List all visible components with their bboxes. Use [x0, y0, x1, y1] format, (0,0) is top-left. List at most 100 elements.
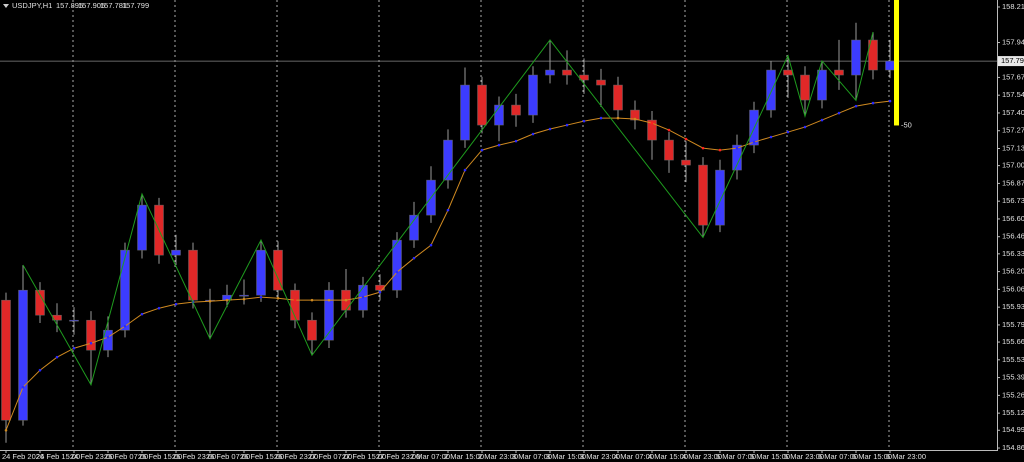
moving-average-point: [582, 119, 586, 123]
candle-body: [188, 249, 198, 301]
candle-body: [851, 39, 861, 76]
candle-body: [460, 84, 470, 141]
moving-average-point: [276, 296, 280, 300]
x-tick-label: 27 Feb 15:00: [342, 452, 386, 461]
candle-body: [103, 329, 113, 351]
moving-average-point: [327, 298, 331, 302]
candle-body: [834, 69, 844, 76]
moving-average-point: [531, 132, 535, 136]
candle-body: [137, 204, 147, 251]
candle-body: [698, 164, 708, 226]
moving-average-point: [633, 117, 637, 121]
y-tick-label: 157.270: [1002, 126, 1024, 135]
x-tick-label: 6 Mar 07:00: [818, 452, 858, 461]
moving-average-point: [361, 295, 365, 299]
bid-label: 157.799: [1001, 56, 1024, 65]
y-tick-label: 156.600: [1002, 214, 1024, 223]
y-tick-label: 155.260: [1002, 390, 1024, 399]
moving-average-point: [89, 341, 93, 345]
x-tick-label: 5 Mar 15:00: [750, 452, 790, 461]
candle-body: [477, 84, 487, 126]
candle-body: [324, 289, 334, 341]
y-tick-label: 156.065: [1002, 284, 1024, 293]
moving-average-point: [140, 312, 144, 316]
moving-average-point: [888, 99, 892, 103]
moving-average-point: [225, 298, 229, 302]
moving-average-point: [514, 139, 518, 143]
moving-average-point: [820, 118, 824, 122]
candle-body: [868, 39, 878, 71]
moving-average-point: [123, 324, 127, 328]
x-tick-label: 3 Mar 23:00: [580, 452, 620, 461]
moving-average-point: [837, 111, 841, 115]
moving-average-point: [395, 270, 399, 274]
candle-body: [18, 289, 28, 421]
moving-average-point: [548, 127, 552, 131]
collapse-icon[interactable]: [3, 4, 9, 8]
y-tick-label: 156.870: [1002, 178, 1024, 187]
candle-body: [681, 159, 691, 166]
candle-body: [443, 139, 453, 181]
y-tick-label: 156.465: [1002, 232, 1024, 241]
candle-body: [239, 294, 249, 297]
candle-body: [664, 139, 674, 161]
moving-average-point: [344, 298, 348, 302]
moving-average-point: [854, 104, 858, 108]
moving-average-point: [106, 335, 110, 339]
symbol: USDJPY,H1: [12, 1, 52, 10]
candle-body: [783, 69, 793, 76]
y-tick-label: 155.530: [1002, 355, 1024, 364]
y-tick-label: 155.795: [1002, 320, 1024, 329]
moving-average-point: [735, 146, 739, 150]
x-tick-label: 24 Feb 15:00: [36, 452, 80, 461]
y-tick-label: 155.395: [1002, 373, 1024, 382]
moving-average-point: [429, 243, 433, 247]
x-tick-label: 5 Mar 07:00: [716, 452, 756, 461]
candle-body: [273, 249, 283, 291]
candle-body: [766, 69, 776, 111]
moving-average-point: [497, 143, 501, 147]
x-tick-label: 3 Mar 15:00: [546, 452, 586, 461]
x-tick-label: 2 Mar 15:00: [444, 452, 484, 461]
x-tick-label: 6 Mar 23:00: [886, 452, 926, 461]
moving-average-point: [667, 128, 671, 132]
ohlc-value: 157.905: [78, 1, 105, 10]
candle-body: [120, 249, 130, 331]
moving-average-point: [616, 116, 620, 120]
y-tick-label: 157.540: [1002, 90, 1024, 99]
moving-average-point: [752, 140, 756, 144]
x-tick-label: 26 Feb 15:00: [240, 452, 284, 461]
y-tick-label: 155.125: [1002, 408, 1024, 417]
x-tick-label: 24 Feb 23:00: [70, 452, 114, 461]
marker-label: -50: [901, 120, 912, 129]
x-tick-label: 27 Feb 23:00: [376, 452, 420, 461]
moving-average-point: [871, 101, 875, 105]
candle-body: [545, 69, 555, 76]
y-tick-label: 156.735: [1002, 196, 1024, 205]
moving-average-point: [174, 302, 178, 306]
moving-average-point: [259, 295, 263, 299]
moving-average-point: [242, 297, 246, 301]
y-tick-label: 156.200: [1002, 267, 1024, 276]
x-tick-label: 2 Mar 23:00: [478, 452, 518, 461]
moving-average-point: [701, 146, 705, 150]
y-tick-label: 157.405: [1002, 108, 1024, 117]
moving-average-point: [310, 298, 314, 302]
x-tick-label: 5 Mar 23:00: [784, 452, 824, 461]
moving-average-point: [769, 135, 773, 139]
candle-body: [392, 239, 402, 291]
x-tick-label: 4 Mar 15:00: [648, 452, 688, 461]
x-tick-label: 6 Mar 15:00: [852, 452, 892, 461]
candle-body: [290, 289, 300, 321]
ohlc-value: 157.895: [56, 1, 83, 10]
x-tick-label: 27 Feb 07:00: [308, 452, 352, 461]
moving-average-point: [718, 148, 722, 152]
moving-average-point: [4, 428, 8, 432]
candle-body: [562, 69, 572, 76]
y-tick-label: 157.005: [1002, 161, 1024, 170]
candle-body: [375, 284, 385, 291]
x-tick-label: 25 Feb 07:00: [104, 452, 148, 461]
moving-average-point: [565, 123, 569, 127]
